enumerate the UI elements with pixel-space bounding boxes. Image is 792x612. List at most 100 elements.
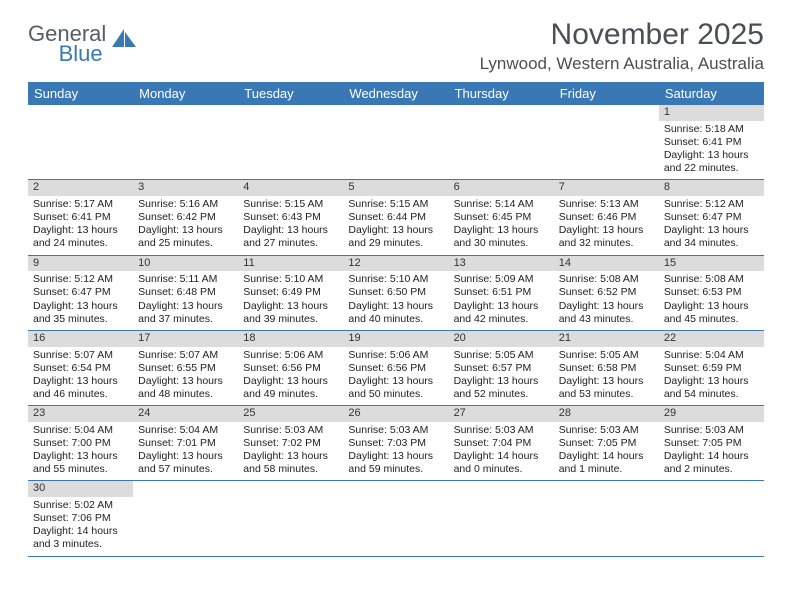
calendar-cell: [659, 481, 764, 555]
day-number: 1: [659, 105, 764, 121]
day-body: Sunrise: 5:16 AMSunset: 6:42 PMDaylight:…: [133, 196, 238, 255]
calendar-cell: 14Sunrise: 5:08 AMSunset: 6:52 PMDayligh…: [554, 256, 659, 330]
sunset-line: Sunset: 6:47 PM: [33, 286, 128, 299]
calendar-cell: 2Sunrise: 5:17 AMSunset: 6:41 PMDaylight…: [28, 180, 133, 254]
day-body: Sunrise: 5:12 AMSunset: 6:47 PMDaylight:…: [28, 271, 133, 330]
weekday-label: Monday: [133, 82, 238, 105]
day-body: Sunrise: 5:05 AMSunset: 6:57 PMDaylight:…: [449, 347, 554, 406]
sunset-line: Sunset: 6:47 PM: [664, 211, 759, 224]
sunrise-line: Sunrise: 5:10 AM: [243, 273, 338, 286]
sunset-line: Sunset: 7:05 PM: [559, 437, 654, 450]
daylight-line: Daylight: 13 hours and 42 minutes.: [454, 300, 549, 326]
day-body: Sunrise: 5:15 AMSunset: 6:44 PMDaylight:…: [343, 196, 448, 255]
day-body: Sunrise: 5:03 AMSunset: 7:05 PMDaylight:…: [554, 422, 659, 481]
sunrise-line: Sunrise: 5:03 AM: [348, 424, 443, 437]
day-body: Sunrise: 5:06 AMSunset: 6:56 PMDaylight:…: [343, 347, 448, 406]
day-number: 28: [554, 406, 659, 422]
daylight-line: Daylight: 13 hours and 58 minutes.: [243, 450, 338, 476]
header: General Blue November 2025 Lynwood, West…: [28, 18, 764, 74]
day-body: Sunrise: 5:10 AMSunset: 6:50 PMDaylight:…: [343, 271, 448, 330]
sunrise-line: Sunrise: 5:05 AM: [559, 349, 654, 362]
calendar-cell: 18Sunrise: 5:06 AMSunset: 6:56 PMDayligh…: [238, 331, 343, 405]
day-body: Sunrise: 5:18 AMSunset: 6:41 PMDaylight:…: [659, 121, 764, 180]
day-number: 6: [449, 180, 554, 196]
calendar-cell: 16Sunrise: 5:07 AMSunset: 6:54 PMDayligh…: [28, 331, 133, 405]
day-body: Sunrise: 5:03 AMSunset: 7:02 PMDaylight:…: [238, 422, 343, 481]
daylight-line: Daylight: 13 hours and 45 minutes.: [664, 300, 759, 326]
daylight-line: Daylight: 14 hours and 0 minutes.: [454, 450, 549, 476]
calendar-week: 16Sunrise: 5:07 AMSunset: 6:54 PMDayligh…: [28, 331, 764, 406]
daylight-line: Daylight: 13 hours and 59 minutes.: [348, 450, 443, 476]
sunset-line: Sunset: 6:44 PM: [348, 211, 443, 224]
calendar-cell: 15Sunrise: 5:08 AMSunset: 6:53 PMDayligh…: [659, 256, 764, 330]
day-body: Sunrise: 5:13 AMSunset: 6:46 PMDaylight:…: [554, 196, 659, 255]
sunrise-line: Sunrise: 5:05 AM: [454, 349, 549, 362]
calendar-cell: 22Sunrise: 5:04 AMSunset: 6:59 PMDayligh…: [659, 331, 764, 405]
daylight-line: Daylight: 13 hours and 40 minutes.: [348, 300, 443, 326]
day-body: Sunrise: 5:14 AMSunset: 6:45 PMDaylight:…: [449, 196, 554, 255]
sunrise-line: Sunrise: 5:02 AM: [33, 499, 128, 512]
sunset-line: Sunset: 6:50 PM: [348, 286, 443, 299]
calendar-cell: [238, 105, 343, 179]
calendar-cell: [28, 105, 133, 179]
daylight-line: Daylight: 13 hours and 52 minutes.: [454, 375, 549, 401]
daylight-line: Daylight: 13 hours and 34 minutes.: [664, 224, 759, 250]
day-body: Sunrise: 5:08 AMSunset: 6:52 PMDaylight:…: [554, 271, 659, 330]
sunset-line: Sunset: 7:04 PM: [454, 437, 549, 450]
daylight-line: Daylight: 13 hours and 39 minutes.: [243, 300, 338, 326]
daylight-line: Daylight: 13 hours and 54 minutes.: [664, 375, 759, 401]
day-number: 14: [554, 256, 659, 272]
day-number: 30: [28, 481, 133, 497]
calendar-week: 30Sunrise: 5:02 AMSunset: 7:06 PMDayligh…: [28, 481, 764, 556]
sunrise-line: Sunrise: 5:08 AM: [559, 273, 654, 286]
weekday-label: Sunday: [28, 82, 133, 105]
calendar-cell: 26Sunrise: 5:03 AMSunset: 7:03 PMDayligh…: [343, 406, 448, 480]
sunrise-line: Sunrise: 5:08 AM: [664, 273, 759, 286]
day-number: 16: [28, 331, 133, 347]
sunrise-line: Sunrise: 5:04 AM: [664, 349, 759, 362]
day-body: Sunrise: 5:07 AMSunset: 6:55 PMDaylight:…: [133, 347, 238, 406]
calendar-cell: 8Sunrise: 5:12 AMSunset: 6:47 PMDaylight…: [659, 180, 764, 254]
day-number: 2: [28, 180, 133, 196]
daylight-line: Daylight: 13 hours and 48 minutes.: [138, 375, 233, 401]
sunset-line: Sunset: 6:58 PM: [559, 362, 654, 375]
day-number: 20: [449, 331, 554, 347]
day-body: Sunrise: 5:08 AMSunset: 6:53 PMDaylight:…: [659, 271, 764, 330]
calendar-cell: 12Sunrise: 5:10 AMSunset: 6:50 PMDayligh…: [343, 256, 448, 330]
calendar-cell: [554, 105, 659, 179]
calendar-cell: [554, 481, 659, 555]
sunset-line: Sunset: 6:56 PM: [243, 362, 338, 375]
calendar-cell: 28Sunrise: 5:03 AMSunset: 7:05 PMDayligh…: [554, 406, 659, 480]
daylight-line: Daylight: 13 hours and 46 minutes.: [33, 375, 128, 401]
sunset-line: Sunset: 7:05 PM: [664, 437, 759, 450]
daylight-line: Daylight: 13 hours and 35 minutes.: [33, 300, 128, 326]
calendar-grid: 1Sunrise: 5:18 AMSunset: 6:41 PMDaylight…: [28, 105, 764, 557]
daylight-line: Daylight: 13 hours and 24 minutes.: [33, 224, 128, 250]
sunset-line: Sunset: 6:49 PM: [243, 286, 338, 299]
daylight-line: Daylight: 13 hours and 32 minutes.: [559, 224, 654, 250]
calendar-cell: 9Sunrise: 5:12 AMSunset: 6:47 PMDaylight…: [28, 256, 133, 330]
sunset-line: Sunset: 7:06 PM: [33, 512, 128, 525]
sunset-line: Sunset: 6:53 PM: [664, 286, 759, 299]
sunrise-line: Sunrise: 5:17 AM: [33, 198, 128, 211]
calendar-cell: 30Sunrise: 5:02 AMSunset: 7:06 PMDayligh…: [28, 481, 133, 555]
sunset-line: Sunset: 7:02 PM: [243, 437, 338, 450]
daylight-line: Daylight: 13 hours and 57 minutes.: [138, 450, 233, 476]
calendar-cell: 20Sunrise: 5:05 AMSunset: 6:57 PMDayligh…: [449, 331, 554, 405]
day-number: 17: [133, 331, 238, 347]
calendar-cell: 4Sunrise: 5:15 AMSunset: 6:43 PMDaylight…: [238, 180, 343, 254]
sunset-line: Sunset: 6:56 PM: [348, 362, 443, 375]
sunrise-line: Sunrise: 5:07 AM: [138, 349, 233, 362]
calendar-cell: [449, 105, 554, 179]
weekday-label: Wednesday: [343, 82, 448, 105]
day-body: Sunrise: 5:04 AMSunset: 6:59 PMDaylight:…: [659, 347, 764, 406]
day-body: Sunrise: 5:07 AMSunset: 6:54 PMDaylight:…: [28, 347, 133, 406]
calendar-cell: [449, 481, 554, 555]
calendar-week: 1Sunrise: 5:18 AMSunset: 6:41 PMDaylight…: [28, 105, 764, 180]
sunrise-line: Sunrise: 5:04 AM: [138, 424, 233, 437]
calendar-cell: 24Sunrise: 5:04 AMSunset: 7:01 PMDayligh…: [133, 406, 238, 480]
day-number: 3: [133, 180, 238, 196]
calendar-cell: 7Sunrise: 5:13 AMSunset: 6:46 PMDaylight…: [554, 180, 659, 254]
day-number: 13: [449, 256, 554, 272]
brand-logo: General Blue: [28, 18, 138, 64]
